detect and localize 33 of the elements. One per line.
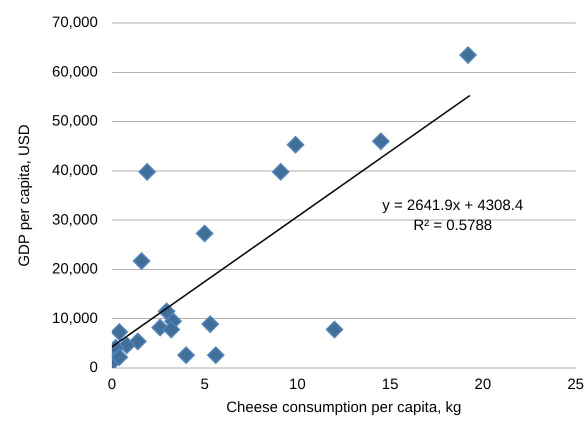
- point: [132, 252, 150, 270]
- point: [138, 163, 156, 181]
- y-tick-label: 70,000: [52, 14, 98, 32]
- y-tick-label: 30,000: [52, 211, 98, 228]
- point: [196, 224, 214, 242]
- x-axis-title: Cheese consumption per capita, kg: [226, 399, 462, 416]
- point: [272, 163, 290, 181]
- point: [162, 320, 180, 338]
- point: [112, 348, 128, 366]
- y-tick-label: 10,000: [52, 310, 98, 327]
- point: [177, 346, 195, 364]
- x-tick-label: 20: [474, 376, 492, 394]
- x-tick-label: 10: [289, 376, 306, 394]
- annotation: y = 2641.9x + 4308.4: [382, 196, 524, 214]
- x-tick-label: 0: [108, 376, 116, 394]
- point: [326, 320, 344, 338]
- y-tick-label: 20,000: [52, 260, 98, 278]
- annotation: R² = 0.5788: [413, 216, 492, 234]
- y-tick-label: 50,000: [52, 112, 98, 130]
- y-tick-label: 0: [90, 359, 98, 376]
- y-tick-label: 60,000: [52, 63, 98, 80]
- point: [459, 46, 477, 64]
- x-tick-label: 25: [567, 376, 584, 394]
- point: [372, 132, 390, 150]
- point: [129, 332, 147, 350]
- point: [201, 315, 219, 333]
- y-axis-title: GDP per capita, USD: [16, 124, 34, 267]
- x-tick-label: 15: [382, 376, 398, 394]
- y-tick-label: 40,000: [52, 162, 98, 179]
- point: [286, 136, 304, 154]
- x-tick-label: 5: [200, 376, 209, 394]
- point: [112, 323, 128, 341]
- point: [207, 346, 225, 364]
